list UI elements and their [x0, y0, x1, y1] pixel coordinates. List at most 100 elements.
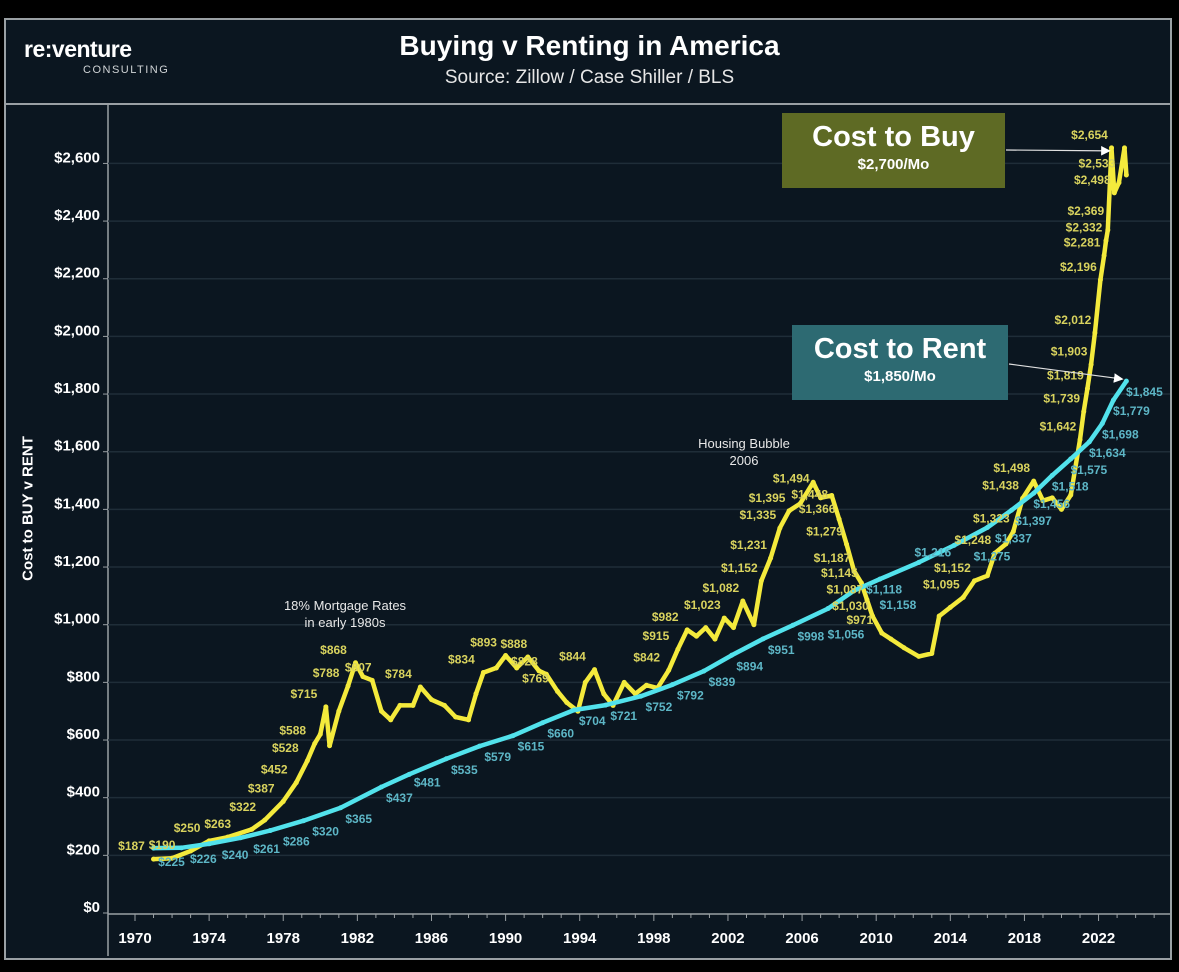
x-tick-label: 1970 [118, 930, 151, 947]
buy-data-point [666, 667, 672, 673]
y-tick-label: $1,800 [54, 380, 100, 397]
buy-data-point [1010, 529, 1016, 535]
buy-data-label: $1,494 [773, 471, 810, 485]
rent-data-label: $320 [312, 825, 339, 839]
buy-data-point [810, 479, 816, 485]
buy-data-label: $893 [470, 636, 497, 650]
y-tick-label: $200 [67, 841, 100, 858]
rent-data-label: $615 [518, 740, 545, 754]
buy-data-point [293, 780, 299, 786]
logo-subtitle: CONSULTING [83, 64, 170, 76]
buy-data-label: $1,395 [749, 491, 786, 505]
buy-data-point [304, 758, 310, 764]
rent-data-point [851, 588, 857, 594]
y-tick-label: $0 [83, 899, 100, 916]
buy-data-point [731, 625, 737, 631]
buy-data-label: $1,145 [821, 566, 858, 580]
buy-data-point [916, 653, 922, 659]
buy-data-label: $715 [291, 687, 318, 701]
rent-data-point [540, 720, 546, 726]
buy-data-point [345, 683, 351, 689]
annotation-line: in early 1980s [304, 615, 386, 630]
buy-data-point [1084, 386, 1090, 392]
rent-data-point [1099, 420, 1105, 426]
buy-data-point [758, 578, 764, 584]
cost-to-buy-callout: Cost to Buy $2,700/Mo [782, 113, 1005, 188]
rent-data-point [984, 525, 990, 531]
buy-data-point [1031, 478, 1037, 484]
chart-subtitle: Source: Zillow / Case Shiller / BLS [444, 67, 735, 88]
y-tick-label: $1,400 [54, 495, 100, 512]
x-tick-label: 2022 [1082, 930, 1115, 947]
buy-data-point [751, 622, 757, 628]
buy-data-point [1122, 145, 1128, 151]
rent-data-point [1110, 397, 1116, 403]
buy-data-label: $842 [633, 650, 660, 664]
rent-data-point [267, 828, 273, 834]
buy-data-label: $844 [559, 650, 586, 664]
cost-to-rent-callout: Cost to Rent $1,850/Mo [792, 325, 1008, 400]
x-tick-label: 1994 [563, 930, 597, 947]
buy-data-label: $769 [522, 671, 549, 685]
buy-data-point [378, 708, 384, 714]
buy-data-point [388, 717, 394, 723]
callout-value: $2,700/Mo [857, 156, 930, 173]
rent-data-label: $481 [414, 775, 441, 789]
buy-data-label: $1,366 [799, 502, 836, 516]
buy-data-point [360, 674, 366, 680]
buy-data-label: $1,438 [982, 478, 1019, 492]
rent-data-point [151, 845, 157, 851]
buy-data-point [879, 630, 885, 636]
buy-data-point [466, 717, 472, 723]
buy-data-point [353, 660, 359, 666]
rent-data-label: $365 [345, 812, 372, 826]
buy-data-point [684, 627, 690, 633]
buy-data-label: $807 [345, 660, 372, 674]
buy-data-point [410, 702, 416, 708]
buy-data-point [1101, 252, 1107, 258]
buy-data-label: $1,323 [973, 512, 1010, 526]
rent-data-point [729, 652, 735, 658]
buy-data-point [947, 604, 953, 610]
y-tick-label: $2,400 [54, 207, 100, 224]
buy-callout-arrow [1005, 145, 1111, 156]
buy-data-point [554, 688, 560, 694]
buy-data-point [929, 651, 935, 657]
buy-data-point [336, 708, 342, 714]
cost-to-buy-line [151, 145, 1129, 862]
rent-data-point [1049, 472, 1055, 478]
x-tick-label: 2014 [934, 930, 968, 947]
buy-data-point [397, 702, 403, 708]
buy-data-label: $1,023 [684, 598, 721, 612]
y-tick-label: $2,600 [54, 149, 100, 166]
buy-data-label: $588 [279, 724, 306, 738]
buy-data-point [786, 508, 792, 514]
buy-data-point [864, 597, 870, 603]
annotation-line: Housing Bubble [698, 436, 790, 451]
buy-data-label: $1,152 [934, 561, 971, 575]
rent-data-point [603, 702, 609, 708]
rent-data-label: $579 [484, 750, 511, 764]
rent-data-label: $225 [158, 855, 185, 869]
buy-data-point [844, 541, 850, 547]
buy-data-point [836, 516, 842, 522]
rent-data-label: $286 [283, 835, 310, 849]
buy-data-point [797, 501, 803, 507]
buy-data-point [262, 817, 268, 823]
buy-data-label: $263 [204, 817, 231, 831]
buy-data-label: $2,332 [1066, 221, 1103, 235]
buy-data-point [858, 580, 864, 586]
rent-data-label: $240 [222, 848, 249, 862]
buy-data-point [441, 702, 447, 708]
buy-data-label: $1,335 [739, 508, 776, 522]
buy-data-label: $982 [652, 610, 679, 624]
buy-data-label: $2,654 [1071, 128, 1108, 142]
buy-data-label: $2,281 [1064, 235, 1101, 249]
buy-data-label: $187 [118, 839, 145, 853]
rent-data-label: $752 [646, 700, 673, 714]
buy-data-label: $1,087 [827, 583, 864, 597]
buy-data-point [818, 495, 824, 501]
buy-data-label: $322 [229, 800, 256, 814]
rent-data-point [206, 841, 212, 847]
